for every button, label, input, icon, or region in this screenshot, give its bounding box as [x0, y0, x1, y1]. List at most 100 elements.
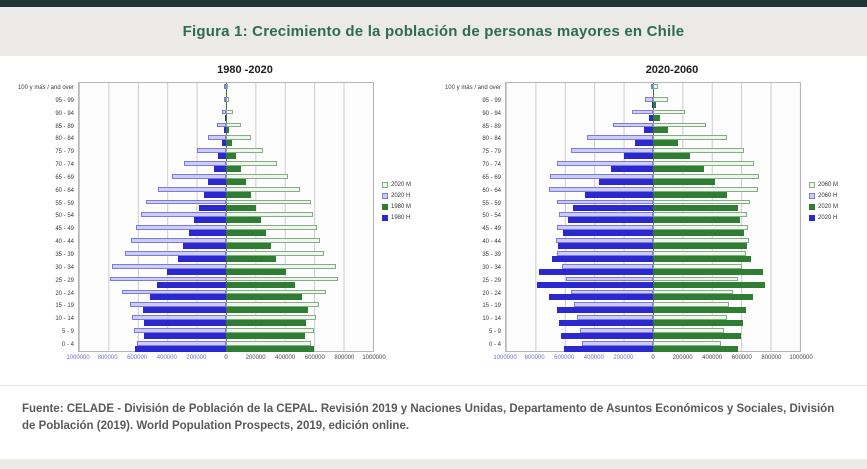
bar-1980-m [226, 153, 237, 160]
age-group-label: 10 - 14 [55, 316, 74, 323]
bar-1980-h [149, 294, 226, 301]
age-group-label: 15 - 19 [482, 303, 501, 310]
age-group-label: 5 - 9 [488, 329, 501, 336]
legend-swatch-solid-blue [809, 215, 815, 221]
legend-item: 1980 M [382, 204, 426, 210]
bar-1980-h [221, 140, 226, 147]
x-tick-label: 800000 [334, 355, 355, 361]
bar-2020-h [125, 250, 226, 256]
bar-2060-h [631, 109, 653, 115]
bar-1980-h [198, 204, 226, 211]
age-group-label: 90 - 94 [55, 110, 74, 117]
bar-2060-m [653, 122, 706, 128]
pyramid-row [79, 122, 373, 135]
bottom-strip [0, 459, 867, 469]
x-tick-label: 200000 [245, 355, 266, 361]
bar-2020-m [653, 88, 654, 95]
bar-2060-h [612, 122, 653, 128]
bar-2020-h [122, 289, 226, 295]
bar-2020-m [226, 250, 324, 256]
age-group-label: 60 - 64 [55, 187, 74, 194]
age-group-label: 40 - 44 [482, 239, 501, 246]
bar-2020-m [226, 148, 264, 153]
bar-2020-h [568, 217, 653, 224]
pyramid-row [506, 250, 800, 263]
bar-2060-m [653, 109, 686, 115]
pyramid-row [506, 314, 800, 327]
pyramid-row [79, 224, 373, 237]
plot-area: 1000000 800000 600000 400000 200000 0 200000 40… [493, 82, 813, 368]
pyramid-row [79, 147, 373, 160]
legend-item: 2060 M [809, 182, 853, 188]
bar-1980-h [182, 243, 226, 250]
legend-label: 2020 M [818, 204, 839, 210]
pyramid-row [79, 199, 373, 212]
bar-1980-m [226, 114, 228, 121]
bar-1980-m [226, 165, 241, 172]
bar-2020-h [224, 84, 226, 89]
bar-2020-h [561, 332, 653, 339]
bar-2020-h [635, 140, 653, 147]
age-axis-labels: 100 y más / and over 95 - 99 90 - 94 85 - 8… [443, 82, 505, 352]
pyramid-row [79, 173, 373, 186]
legend-label: 2020 M [391, 182, 412, 188]
age-group-label: 0 - 4 [61, 341, 74, 348]
bar-1980-m [226, 294, 302, 301]
pyramid-row [506, 96, 800, 109]
bar-2020-m [653, 204, 738, 211]
bar-1980-h [224, 127, 226, 134]
age-group-label: 55 - 59 [482, 200, 501, 207]
bar-2020-h [208, 135, 226, 141]
bar-2020-h [145, 199, 226, 205]
pyramid-row [79, 327, 373, 340]
age-group-label: 75 - 79 [55, 149, 74, 156]
pyramid-row [79, 263, 373, 276]
bar-1980-h [213, 165, 226, 172]
legend-swatch-solid-green [809, 204, 815, 210]
bar-2020-h [109, 276, 226, 282]
age-group-label: 100 y más / and over [17, 85, 74, 91]
x-tick-label: 200000 [672, 355, 693, 361]
age-group-label: 80 - 84 [55, 136, 74, 143]
bar-2020-m [653, 307, 746, 314]
pyramid-wrap: 100 y más / and over 95 - 99 90 - 94 85 - 8… [443, 82, 861, 368]
legend-item: 1980 H [382, 215, 426, 221]
age-group-label: 5 - 9 [61, 329, 74, 336]
bar-2060-m [653, 328, 724, 333]
age-group-label: 20 - 24 [55, 290, 74, 297]
legend-item: 2020 H [382, 193, 426, 199]
bar-1980-m [226, 217, 262, 224]
top-dark-strip [0, 0, 867, 7]
age-group-label: 0 - 4 [488, 341, 501, 348]
age-group-label: 30 - 34 [482, 264, 501, 271]
source-text: Fuente: CELADE - División de Población d… [22, 403, 835, 432]
bar-2020-m [653, 345, 739, 352]
age-group-label: 50 - 54 [482, 213, 501, 220]
bar-2060-h [570, 289, 653, 295]
bar-2020-h [217, 122, 226, 128]
bar-2020-m [226, 289, 326, 295]
bar-1980-m [226, 127, 229, 134]
bar-2060-h [557, 250, 653, 256]
age-group-label: 100 y más / and over [444, 85, 501, 91]
x-tick-label: 200000 [613, 355, 634, 361]
bar-1980-m [226, 255, 276, 262]
pyramid-row [506, 147, 800, 160]
bar-2060-m [653, 315, 727, 320]
legend-swatch-outline-lightgreen [382, 182, 388, 188]
bar-1980-m [226, 268, 286, 275]
x-tick-label: 400000 [583, 355, 604, 361]
bar-2020-m [226, 186, 301, 192]
bar-2020-m [226, 122, 241, 128]
bar-1980-m [226, 191, 251, 198]
pyramid-row [79, 96, 373, 109]
bar-2060-m [653, 340, 721, 346]
x-tick-label: 400000 [275, 355, 296, 361]
bar-1980-m [226, 243, 271, 250]
pyramid-row [506, 276, 800, 289]
bar-1980-m [226, 320, 307, 327]
charts-panel: 1980 -2020 100 y más / and over 95 - 99 90… [0, 56, 867, 385]
bar-2020-h [536, 281, 653, 288]
x-tick-label: 0 [651, 355, 655, 361]
bar-2020-h [564, 345, 653, 352]
